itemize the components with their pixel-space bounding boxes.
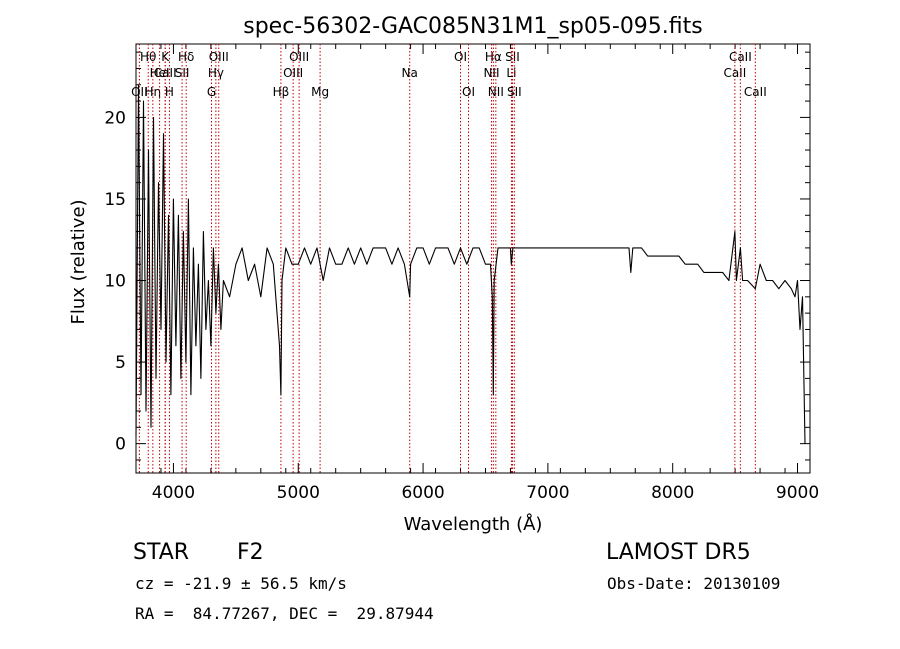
line-label: SII: [505, 50, 520, 64]
line-label: NII: [483, 66, 499, 80]
x-tick-label: 5000: [277, 483, 320, 503]
line-label: Hδ: [178, 50, 194, 64]
line-label: OII: [131, 85, 148, 99]
line-label: OIII: [283, 66, 303, 80]
line-label: HeI: [150, 66, 170, 80]
y-tick-label: 20: [104, 108, 126, 128]
axis-ticks: 4000 5000 6000 7000 8000 9000 0 5 10 15 20: [104, 44, 819, 503]
line-label: Hγ: [208, 66, 224, 80]
line-label: CaII: [729, 50, 752, 64]
object-class: STAR: [133, 540, 190, 565]
line-label: K: [161, 50, 170, 64]
line-label: Hθ: [140, 50, 156, 64]
line-label: G: [207, 85, 216, 99]
x-tick-label: 7000: [526, 483, 569, 503]
line-label: OIII: [289, 50, 309, 64]
line-label: NII: [488, 85, 504, 99]
spectral-subclass: F2: [237, 540, 264, 565]
y-tick-label: 0: [115, 435, 126, 455]
line-label: Hη: [145, 85, 162, 99]
x-tick-label: 9000: [776, 483, 819, 503]
x-tick-label: 8000: [651, 483, 694, 503]
line-label: CaII: [744, 85, 767, 99]
spectrum-chart: spec-56302-GAC085N31M1_sp05-095.fits Wav…: [68, 14, 819, 535]
line-label: Hβ: [273, 85, 290, 99]
x-tick-label: 6000: [401, 483, 444, 503]
plot-frame: [135, 43, 811, 474]
line-label: Mg: [311, 85, 329, 99]
line-label: OI: [454, 50, 467, 64]
line-label: OIII: [209, 50, 229, 64]
line-label: OI: [462, 85, 475, 99]
line-label: SII: [507, 85, 522, 99]
coordinates: RA = 84.77267, DEC = 29.87944: [135, 604, 434, 623]
redshift-velocity: cz = -21.9 ± 56.5 km/s: [135, 574, 347, 593]
y-tick-label: 5: [115, 353, 126, 373]
chart-title: spec-56302-GAC085N31M1_sp05-095.fits: [243, 14, 703, 39]
line-label: Hα: [485, 50, 502, 64]
line-label: Na: [402, 66, 418, 80]
y-axis-label: Flux (relative): [68, 199, 89, 324]
spectrum-series: [135, 84, 806, 444]
x-tick-label: 4000: [152, 483, 195, 503]
line-label: SII: [175, 66, 190, 80]
observation-date: Obs-Date: 20130109: [607, 574, 781, 593]
line-label: Li: [506, 66, 516, 80]
flux-line: [135, 84, 806, 444]
line-label: CaII: [723, 66, 746, 80]
y-tick-label: 15: [104, 190, 126, 210]
x-axis-label: Wavelength (Å): [404, 513, 543, 535]
y-tick-label: 10: [104, 272, 126, 292]
line-label: H: [165, 85, 174, 99]
survey-release: LAMOST DR5: [606, 540, 751, 565]
